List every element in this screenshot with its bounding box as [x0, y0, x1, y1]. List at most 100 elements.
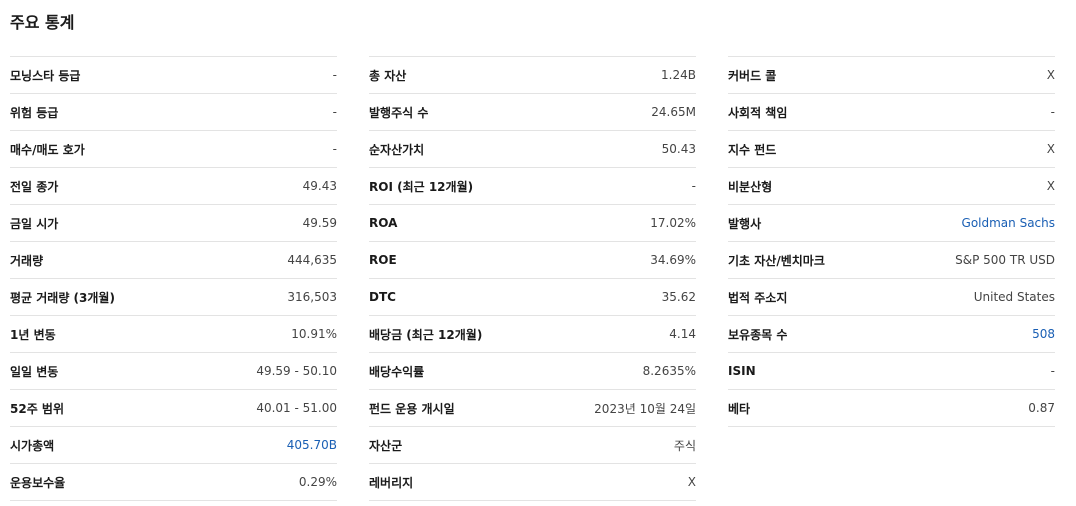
- stat-row: 펀드 운용 개시일 2023년 10월 24일: [369, 389, 696, 426]
- stat-value: 49.59 - 50.10: [256, 364, 337, 378]
- stat-row: 모닝스타 등급 -: [10, 56, 337, 93]
- page-title: 주요 통계: [10, 13, 75, 32]
- stat-label: 지수 펀드: [728, 142, 777, 157]
- stat-row: 1년 변동 10.91%: [10, 315, 337, 352]
- stat-label: 금일 시가: [10, 216, 59, 231]
- stat-value-link[interactable]: 405.70B: [286, 438, 337, 452]
- stat-value: X: [687, 475, 696, 489]
- stat-row: 순자산가치 50.43: [369, 130, 696, 167]
- stats-column-3: 커버드 콜 X 사회적 책임 - 지수 펀드 X 비분산형 X 발행사 Goldman Sachs…: [728, 56, 1055, 501]
- stat-row: 일일 변동 49.59 - 50.10: [10, 352, 337, 389]
- stat-label: 위험 등급: [10, 105, 59, 120]
- stat-label: 시가총액: [10, 438, 55, 453]
- stat-label: 전일 종가: [10, 179, 59, 194]
- stat-value: 주식: [673, 438, 696, 453]
- stat-value: -: [332, 105, 337, 119]
- stat-label: 평균 거래량 (3개월): [10, 290, 115, 305]
- stat-value: 316,503: [287, 290, 337, 304]
- stat-row: 금일 시가 49.59: [10, 204, 337, 241]
- stat-value: X: [1046, 68, 1055, 82]
- stat-row: 레버리지 X: [369, 463, 696, 501]
- stat-value: 34.69%: [650, 253, 696, 267]
- stat-row: ROE 34.69%: [369, 241, 696, 278]
- stat-row: 법적 주소지 United States: [728, 278, 1055, 315]
- stat-row: 배당수익률 8.2635%: [369, 352, 696, 389]
- stat-value: -: [1050, 105, 1055, 119]
- stat-label: 배당금 (최근 12개월): [369, 327, 483, 342]
- stat-value: -: [332, 142, 337, 156]
- stat-label: 법적 주소지: [728, 290, 788, 305]
- stat-label: 펀드 운용 개시일: [369, 401, 455, 416]
- stat-value: 10.91%: [291, 327, 337, 341]
- stat-row: 전일 종가 49.43: [10, 167, 337, 204]
- stat-label: 기초 자산/벤치마크: [728, 253, 825, 268]
- stat-row: 거래량 444,635: [10, 241, 337, 278]
- stat-row: ROI (최근 12개월) -: [369, 167, 696, 204]
- stat-row: 시가총액 405.70B: [10, 426, 337, 463]
- stat-label: 총 자산: [369, 68, 407, 83]
- stat-value: United States: [973, 290, 1055, 304]
- stat-value: -: [1050, 364, 1055, 378]
- stat-row: ISIN -: [728, 352, 1055, 389]
- stat-value: 2023년 10월 24일: [594, 401, 696, 416]
- stat-row: 평균 거래량 (3개월) 316,503: [10, 278, 337, 315]
- stat-label: 1년 변동: [10, 327, 56, 342]
- stat-label: 운용보수율: [10, 475, 66, 490]
- stat-row: 자산군 주식: [369, 426, 696, 463]
- stat-value-link[interactable]: 508: [1032, 327, 1055, 341]
- stat-row: 총 자산 1.24B: [369, 56, 696, 93]
- stat-row: 52주 범위 40.01 - 51.00: [10, 389, 337, 426]
- stats-column-1: 모닝스타 등급 - 위험 등급 - 매수/매도 호가 - 전일 종가 49.43 금일 시가 49…: [10, 56, 337, 501]
- stat-value: S&P 500 TR USD: [955, 253, 1055, 267]
- stat-value: 35.62: [661, 290, 696, 304]
- stat-value: X: [1046, 142, 1055, 156]
- stat-label: ISIN: [728, 364, 756, 378]
- stat-row: 기초 자산/벤치마크 S&P 500 TR USD: [728, 241, 1055, 278]
- stat-row: 커버드 콜 X: [728, 56, 1055, 93]
- stat-label: 거래량: [10, 253, 44, 268]
- stat-label: 사회적 책임: [728, 105, 788, 120]
- stat-row: 보유종목 수 508: [728, 315, 1055, 352]
- stat-label: 베타: [728, 401, 751, 416]
- stat-value: 0.29%: [298, 475, 337, 489]
- stat-label: 커버드 콜: [728, 68, 777, 83]
- stat-row: 베타 0.87: [728, 389, 1055, 427]
- stat-label: 자산군: [369, 438, 403, 453]
- stat-label: 모닝스타 등급: [10, 68, 81, 83]
- stat-value: -: [691, 179, 696, 193]
- stat-label: 비분산형: [728, 179, 773, 194]
- stat-row: 매수/매도 호가 -: [10, 130, 337, 167]
- stat-label: 일일 변동: [10, 364, 59, 379]
- stat-value: 49.59: [302, 216, 337, 230]
- stat-label: 발행사: [728, 216, 762, 231]
- stat-row: 비분산형 X: [728, 167, 1055, 204]
- stat-label: 매수/매도 호가: [10, 142, 85, 157]
- stat-value: -: [332, 68, 337, 82]
- stat-value: 40.01 - 51.00: [256, 401, 337, 415]
- stat-row: 운용보수율 0.29%: [10, 463, 337, 501]
- stat-row: 사회적 책임 -: [728, 93, 1055, 130]
- stat-label: 순자산가치: [369, 142, 425, 157]
- stat-value: 0.87: [1028, 401, 1055, 415]
- stat-row: 지수 펀드 X: [728, 130, 1055, 167]
- stat-label: 레버리지: [369, 475, 414, 490]
- stat-label: DTC: [369, 290, 396, 304]
- stat-row: 발행주식 수 24.65M: [369, 93, 696, 130]
- stat-row: DTC 35.62: [369, 278, 696, 315]
- stat-value: 4.14: [669, 327, 696, 341]
- stat-row: 발행사 Goldman Sachs: [728, 204, 1055, 241]
- stat-value: 1.24B: [661, 68, 696, 82]
- stat-label: 보유종목 수: [728, 327, 788, 342]
- stat-value: X: [1046, 179, 1055, 193]
- stat-value: 49.43: [302, 179, 337, 193]
- stat-value: 24.65M: [651, 105, 696, 119]
- stat-label: ROI (최근 12개월): [369, 179, 474, 194]
- stats-columns: 모닝스타 등급 - 위험 등급 - 매수/매도 호가 - 전일 종가 49.43 금일 시가 49…: [10, 56, 1055, 501]
- stat-label: 배당수익률: [369, 364, 425, 379]
- stat-value-link[interactable]: Goldman Sachs: [961, 216, 1055, 230]
- stat-label: ROE: [369, 253, 397, 267]
- stat-label: 52주 범위: [10, 401, 64, 416]
- stat-value: 50.43: [661, 142, 696, 156]
- stat-value: 8.2635%: [642, 364, 696, 378]
